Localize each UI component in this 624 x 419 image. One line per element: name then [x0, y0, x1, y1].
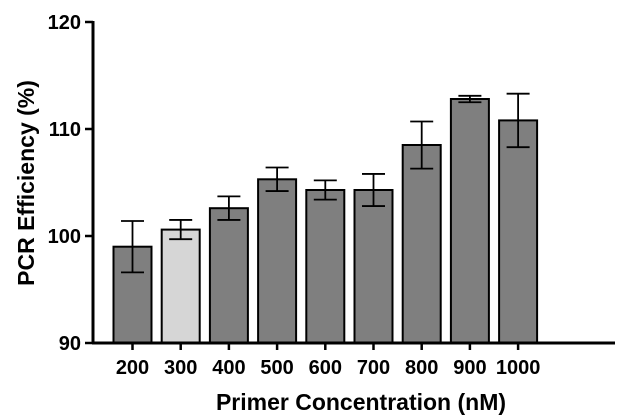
bar-400 — [208, 207, 249, 344]
x-axis-title: Primer Concentration (nM) — [216, 389, 506, 415]
x-tick-label-900: 900 — [453, 357, 486, 379]
error-bar-500 — [265, 166, 289, 192]
error-bar-400 — [217, 195, 241, 221]
y-tick-label-120: 120 — [48, 12, 81, 34]
error-bar-900 — [458, 94, 482, 104]
bar-500 — [257, 178, 298, 344]
error-bar-200 — [121, 220, 144, 274]
x-tick-label-400: 400 — [212, 357, 245, 379]
bar-900 — [449, 98, 490, 344]
plot-area — [112, 92, 539, 345]
error-bar-1000 — [506, 92, 530, 149]
error-bar-700 — [362, 173, 385, 207]
y-axis-title: PCR Efficiency (%) — [13, 80, 39, 286]
bar-700 — [353, 189, 394, 344]
bar-800 — [401, 144, 442, 344]
x-tick-label-600: 600 — [309, 357, 342, 379]
x-tick-label-1000: 1000 — [496, 357, 541, 379]
x-tick-label-500: 500 — [260, 357, 293, 379]
x-axis-ticks: 200 300 400 500 600 700 800 900 1000 — [116, 343, 541, 379]
x-tick-label-300: 300 — [164, 357, 197, 379]
error-bar-800 — [410, 120, 434, 170]
bar-300 — [160, 228, 201, 345]
x-tick-label-700: 700 — [357, 357, 390, 379]
y-tick-label-90: 90 — [59, 333, 81, 355]
bars-group — [112, 98, 539, 345]
x-tick-label-200: 200 — [116, 357, 149, 379]
bar-600 — [305, 189, 346, 344]
bar-1000 — [498, 119, 539, 345]
y-tick-label-100: 100 — [48, 226, 81, 248]
error-bar-300 — [169, 219, 193, 241]
y-axis-ticks: 90 100 110 120 — [48, 12, 93, 355]
x-tick-label-800: 800 — [405, 357, 438, 379]
error-bars-group — [121, 92, 530, 274]
y-tick-label-110: 110 — [49, 119, 81, 141]
error-bar-600 — [313, 179, 337, 201]
